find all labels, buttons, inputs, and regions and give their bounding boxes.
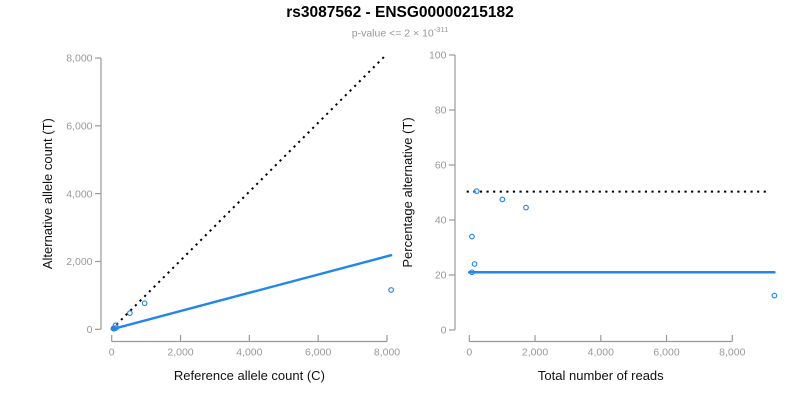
data-point	[771, 292, 778, 299]
data-point	[523, 204, 529, 211]
y-tick-label: 60	[435, 160, 447, 172]
x-tick-label: 4,000	[236, 347, 262, 359]
data-point	[473, 188, 480, 194]
figure-subtitle: p-value <= 2 × 10-311	[0, 25, 800, 40]
y-tick-label: 40	[435, 215, 447, 227]
y-tick-label: 0	[87, 324, 93, 336]
pvalue-text: p-value <= 2 × 10	[351, 27, 434, 40]
points	[469, 188, 778, 299]
x-tick-label: 8,000	[719, 347, 745, 359]
y-tick-label: 8,000	[66, 53, 92, 65]
y-axis-title: Percentage alternative (T)	[400, 117, 415, 267]
data-point	[499, 196, 506, 203]
right-plot: 0 20 40 60 80 100 0 2,000 4,000 6,000 8,000 Total n…	[400, 50, 778, 383]
y-tick-label: 6,000	[66, 121, 92, 133]
x-axis: 0 2,000 4,000 6,000 8,000	[109, 335, 400, 359]
pvalue-exponent: -311	[433, 25, 449, 34]
data-point	[469, 233, 475, 240]
x-tick-label: 8,000	[374, 347, 400, 359]
y-tick-label: 100	[429, 50, 447, 62]
points	[110, 287, 395, 332]
data-point	[141, 300, 148, 307]
y-axis: 0 2,000 4,000 6,000 8,000	[66, 53, 102, 336]
x-tick-label: 2,000	[522, 347, 548, 359]
y-axis: 0 20 40 60 80 100	[429, 50, 456, 337]
left-plot: 0 2,000 4,000 6,000 8,000 0 2,000 4,000 6,000 8,0…	[40, 53, 400, 383]
data-point	[126, 310, 133, 316]
identity-line	[110, 53, 388, 331]
fit-line	[110, 254, 393, 331]
y-tick-label: 0	[441, 325, 447, 337]
x-tick-label: 2,000	[167, 347, 193, 359]
y-tick-label: 2,000	[66, 256, 92, 268]
data-point	[112, 322, 119, 329]
x-tick-label: 0	[109, 347, 115, 359]
data-point	[471, 261, 478, 267]
x-tick-label: 4,000	[588, 347, 614, 359]
y-tick-label: 80	[435, 105, 447, 117]
x-tick-label: 6,000	[305, 347, 331, 359]
x-axis: 0 2,000 4,000 6,000 8,000	[466, 335, 746, 359]
x-axis-title: Reference allele count (C)	[174, 368, 325, 383]
x-axis-title: Total number of reads	[538, 368, 664, 383]
x-tick-label: 6,000	[653, 347, 679, 359]
y-tick-label: 20	[435, 270, 447, 282]
x-tick-label: 0	[466, 347, 472, 359]
data-point	[113, 325, 119, 331]
figure-title: rs3087562 - ENSG00000215182	[286, 4, 514, 21]
data-point	[469, 269, 475, 276]
y-tick-label: 4,000	[66, 188, 92, 200]
y-axis-title: Alternative allele count (T)	[40, 118, 55, 269]
data-point	[388, 287, 395, 293]
